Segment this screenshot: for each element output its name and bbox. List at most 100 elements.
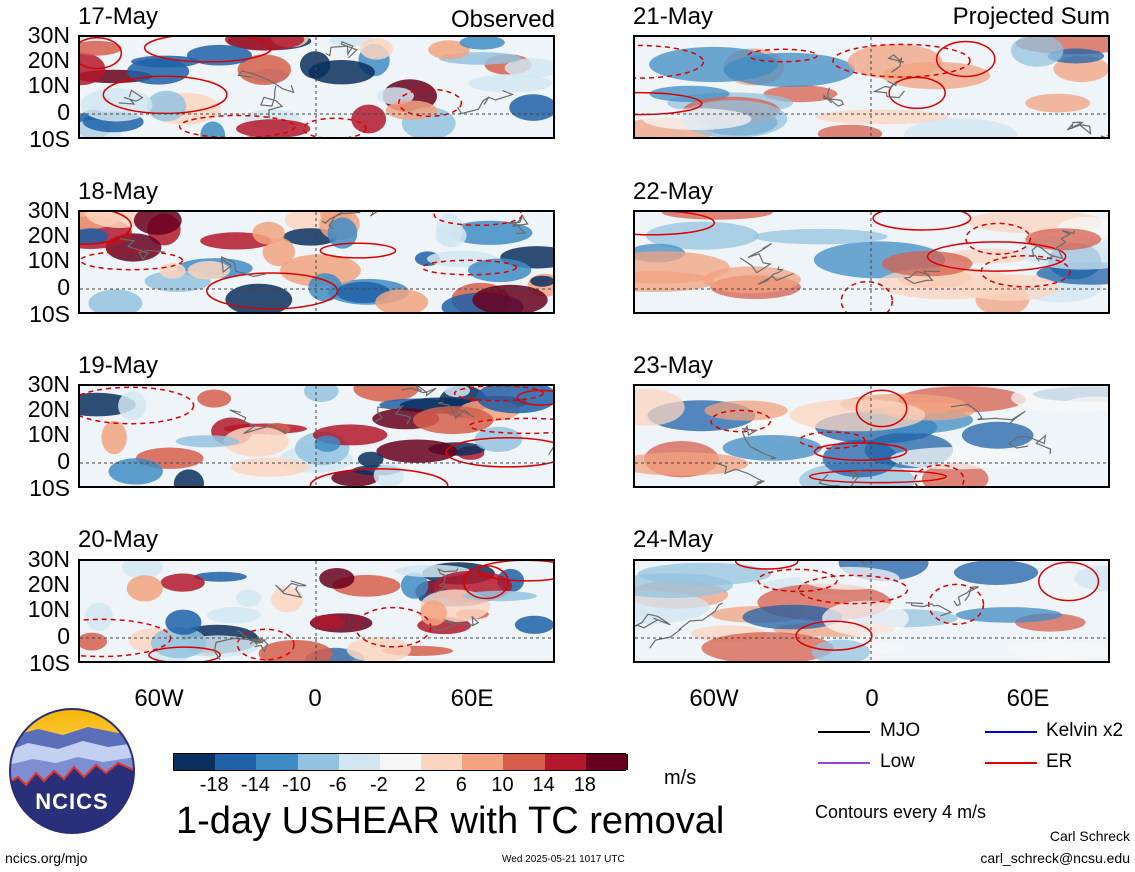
lat-label: 10N: [27, 421, 70, 447]
er-contour: [445, 436, 553, 468]
shear-blob: [1007, 641, 1108, 660]
shear-field: [635, 212, 1108, 312]
shear-blob: [822, 600, 909, 637]
shear-blob: [223, 426, 290, 457]
lat-label: 20N: [27, 571, 70, 597]
er-contour: [757, 568, 838, 593]
colorbar-box: [503, 754, 547, 770]
shear-blob: [435, 223, 467, 248]
er-contour: [143, 37, 273, 63]
coastline: [401, 386, 437, 397]
legend-line-mjo: [818, 731, 870, 733]
shear-blob: [80, 40, 122, 56]
er-contour: [635, 44, 705, 79]
shear-blob: [1011, 37, 1064, 67]
colorbar-box: [338, 754, 382, 770]
shear-blob: [88, 289, 143, 312]
er-contour: [80, 212, 132, 246]
shear-blob: [635, 388, 685, 426]
shear-blob: [252, 221, 285, 245]
shear-blob: [635, 573, 733, 598]
lat-label: 0: [57, 274, 70, 300]
shear-blob: [131, 55, 200, 68]
er-contour: [926, 241, 1067, 272]
shear-blob: [1025, 93, 1091, 113]
coastline: [872, 80, 905, 99]
colorbar-box: [297, 754, 341, 770]
contour-note: Contours every 4 m/s: [815, 802, 987, 822]
legend-line-er: [985, 762, 1037, 764]
shear-blob: [890, 447, 1023, 470]
coastline: [119, 238, 165, 261]
colorbar-box: [544, 754, 588, 770]
er-contour: [433, 212, 523, 227]
er-contour: [463, 564, 509, 600]
lat-label: 10S: [29, 475, 70, 501]
coastline: [427, 616, 480, 632]
er-contour: [635, 212, 716, 236]
coastline: [249, 635, 269, 653]
colorbar-box: [462, 754, 505, 770]
shear-blob: [955, 607, 1063, 623]
shear-blob: [207, 607, 261, 624]
shear-blob: [258, 640, 333, 661]
shear-blob: [175, 435, 240, 448]
lat-label: 10S: [29, 301, 70, 327]
shear-blob: [1074, 565, 1108, 592]
er-contour: [206, 272, 339, 310]
er-contour: [236, 628, 295, 661]
shear-blob: [514, 615, 553, 634]
coastline: [1030, 244, 1055, 262]
lat-label: 30N: [27, 371, 70, 397]
lat-label: 30N: [27, 546, 70, 572]
er-contour: [888, 76, 946, 110]
colorbar-unit: m/s: [664, 767, 697, 789]
shear-blob: [377, 87, 414, 105]
shear-blob: [815, 109, 949, 125]
shear-blob: [80, 88, 153, 122]
lat-label: 10N: [27, 596, 70, 622]
shear-blob: [468, 74, 552, 93]
er-contour: [453, 386, 544, 402]
colorbar-tick-label: -14: [240, 774, 270, 796]
footer-timestamp: Wed 2025-05-21 1017 UTC: [502, 854, 625, 865]
colorbar-box: [174, 754, 217, 770]
shear-blob: [420, 600, 447, 626]
lat-label: 20N: [27, 47, 70, 73]
shear-blob: [224, 37, 305, 51]
shear-blob: [311, 614, 346, 629]
panel-date-20may: 20-May: [78, 526, 159, 553]
lat-label: 10S: [29, 650, 70, 676]
er-contour: [710, 409, 772, 433]
shear-field: [80, 212, 553, 312]
colorbar-box: [215, 754, 258, 770]
shear-blob: [400, 572, 429, 599]
shear-blob: [376, 439, 458, 463]
shear-blob: [173, 469, 204, 486]
map-panel-21may: [633, 35, 1110, 139]
panel-date-17may: 17-May: [78, 3, 159, 30]
shear-blob: [375, 289, 429, 312]
shear-blob: [428, 40, 470, 60]
colorbar-tick-label: -2: [370, 774, 388, 796]
shear-blob: [649, 85, 730, 102]
shear-blob: [645, 221, 759, 250]
shear-field: [635, 386, 1108, 486]
colorbar-tick-label: -6: [328, 774, 347, 796]
shear-blob: [468, 258, 532, 283]
panel-date-22may: 22-May: [633, 178, 714, 205]
shear-blob: [448, 220, 533, 245]
colorbar-box: [256, 754, 300, 770]
panel-date-21may: 21-May: [633, 3, 714, 30]
lat-label: 10N: [27, 247, 70, 273]
coastline: [1051, 229, 1075, 260]
colorbar-box: [421, 754, 464, 770]
shear-blob: [165, 609, 202, 635]
shear-blob: [360, 38, 393, 60]
er-contour: [302, 117, 367, 137]
coastline: [950, 403, 1026, 425]
shear-blob: [146, 90, 187, 122]
shear-blob: [459, 37, 505, 50]
er-contour: [798, 431, 866, 450]
shear-blob: [151, 627, 207, 659]
